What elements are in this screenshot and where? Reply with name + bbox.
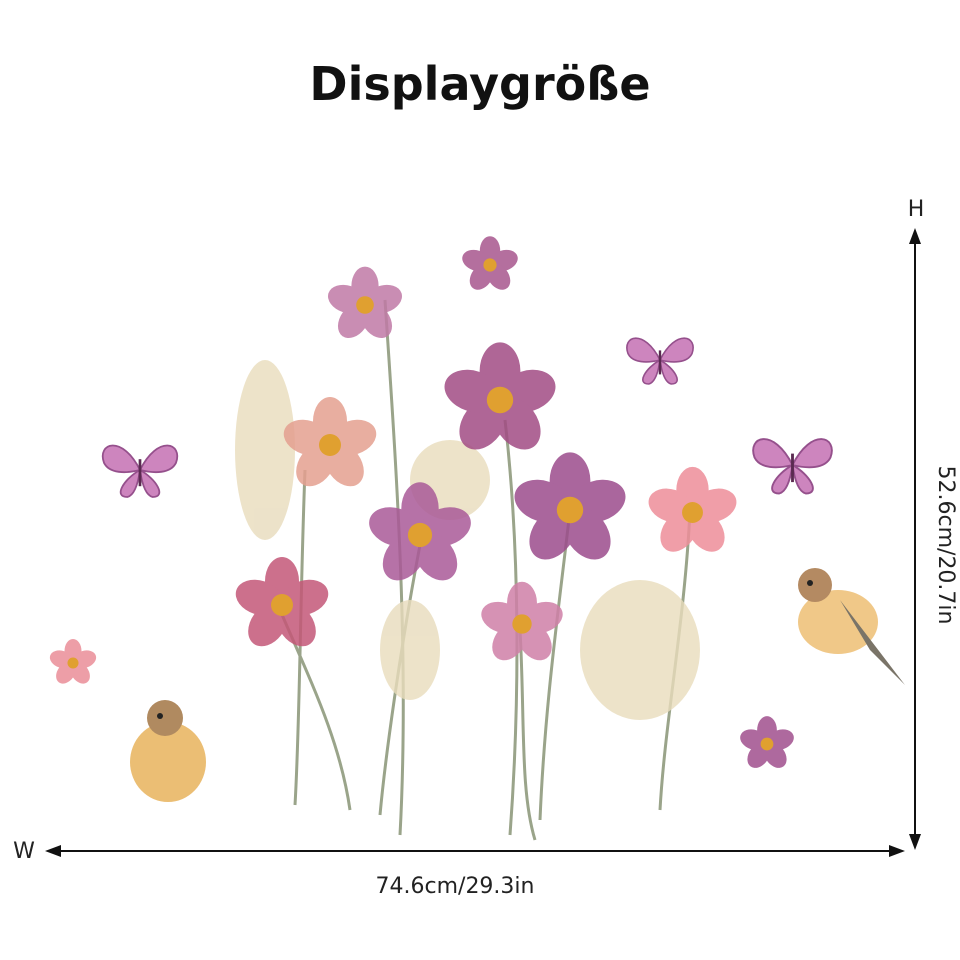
butterfly (625, 336, 695, 386)
arrow-head (45, 845, 61, 857)
title: Displaygröße (309, 57, 650, 111)
bird (130, 700, 206, 802)
flower (232, 557, 332, 654)
arrow-head (909, 834, 921, 850)
arrow-head (909, 228, 921, 244)
height-axis-label: H (908, 197, 925, 222)
flower (460, 236, 520, 295)
height-value: 52.6cm/20.7in (933, 466, 958, 625)
stem (378, 544, 422, 816)
flower (280, 397, 380, 494)
fern (235, 360, 295, 540)
stem (518, 629, 537, 841)
fern (580, 580, 700, 720)
dimension-arrows (45, 228, 921, 857)
flower (510, 452, 630, 569)
width-axis-label: W (13, 839, 35, 864)
fern (380, 600, 440, 700)
flower (325, 266, 405, 345)
flower (738, 716, 796, 773)
butterfly (101, 443, 179, 499)
width-value: 74.6cm/29.3in (376, 874, 535, 899)
foliage (235, 360, 700, 720)
flower (48, 639, 98, 688)
arrow-head (889, 845, 905, 857)
bird (798, 568, 905, 685)
flower (645, 466, 740, 559)
butterfly (751, 437, 834, 495)
